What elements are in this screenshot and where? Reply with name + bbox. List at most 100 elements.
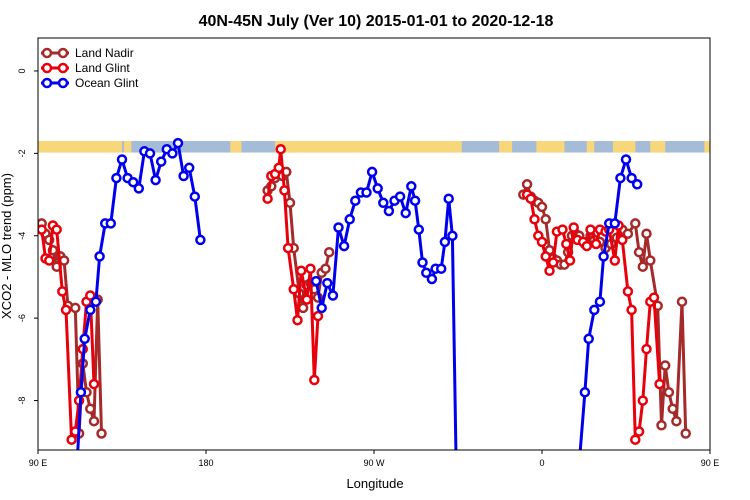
data-point <box>88 415 100 427</box>
data-point <box>350 195 361 206</box>
data-point <box>557 224 568 235</box>
data-point <box>284 197 296 209</box>
data-point <box>262 193 273 204</box>
data-point <box>435 263 447 274</box>
y-tick-label: -4 <box>17 232 27 240</box>
data-point <box>116 154 128 165</box>
data-point <box>88 378 100 390</box>
data-point <box>544 265 555 277</box>
data-point <box>579 387 591 398</box>
data-point <box>301 294 313 305</box>
land-band <box>536 141 565 153</box>
data-point <box>594 296 606 307</box>
data-point <box>667 403 678 415</box>
x-tick-label: 90 E <box>29 458 48 468</box>
data-point <box>58 255 70 266</box>
series-ocean-glint <box>75 137 643 450</box>
land-band <box>650 141 666 153</box>
data-point <box>94 251 105 262</box>
data-point <box>645 255 656 266</box>
data-point <box>676 296 688 307</box>
data-point <box>167 148 178 159</box>
data-point <box>394 191 406 202</box>
legend: Land Nadir Land Glint Ocean Glint <box>41 46 139 90</box>
series-group <box>38 137 691 450</box>
data-point <box>564 255 576 266</box>
legend-marker <box>57 47 69 59</box>
land-band <box>612 141 636 153</box>
data-point <box>417 257 428 268</box>
legend-label: Land Glint <box>75 61 130 75</box>
data-point <box>372 183 383 194</box>
legend-label: Ocean Glint <box>75 76 139 90</box>
data-point <box>637 261 649 272</box>
land-ocean-strip <box>38 141 710 153</box>
data-point <box>589 304 600 316</box>
data-point <box>43 255 55 266</box>
data-point <box>273 162 285 174</box>
data-point <box>641 228 652 239</box>
data-point <box>150 174 161 186</box>
data-point <box>127 176 139 188</box>
data-point <box>79 333 90 345</box>
data-point <box>529 214 540 225</box>
data-point <box>547 257 559 268</box>
chart-title: 40N-45N July (Ver 10) 2015-01-01 to 2020… <box>199 13 554 30</box>
y-tick-label: -6 <box>17 314 27 322</box>
data-point <box>620 154 632 165</box>
data-point <box>378 197 389 209</box>
data-point <box>310 275 322 287</box>
data-point <box>609 255 621 266</box>
data-point <box>288 284 299 295</box>
data-point <box>85 304 96 316</box>
data-point <box>443 193 454 204</box>
legend-label: Land Nadir <box>75 46 134 60</box>
data-point <box>671 415 682 427</box>
data-point <box>366 166 378 178</box>
legend-marker <box>41 62 53 74</box>
data-point <box>641 343 652 355</box>
data-point <box>105 218 117 229</box>
data-point <box>282 242 294 254</box>
data-point <box>85 403 96 415</box>
data-point <box>540 214 551 225</box>
data-point <box>421 267 432 279</box>
data-point <box>525 193 537 204</box>
axis-ticks: 90 E 180 90 W 0 90 E 0 -2 -4 -6 -8 <box>17 68 719 468</box>
data-point <box>630 218 641 229</box>
data-point <box>633 246 645 258</box>
data-point <box>85 290 96 301</box>
x-axis-label: Longitude <box>346 476 403 491</box>
series-land-glint <box>38 143 665 445</box>
data-point <box>309 374 320 386</box>
data-point <box>70 302 81 314</box>
data-point <box>659 360 671 371</box>
data-point <box>633 426 645 437</box>
data-point <box>361 187 372 198</box>
y-tick-label: 0 <box>17 68 27 73</box>
data-point <box>585 224 596 235</box>
data-point <box>626 172 637 184</box>
data-point <box>568 222 579 233</box>
legend-marker <box>57 77 69 89</box>
land-band <box>586 141 595 153</box>
data-point <box>617 234 628 246</box>
data-point <box>413 224 425 235</box>
data-point <box>195 234 206 246</box>
land-band <box>704 141 710 153</box>
y-tick-label: -2 <box>17 149 27 157</box>
data-point <box>615 172 626 184</box>
series-line <box>314 170 458 450</box>
data-point <box>38 224 47 235</box>
land-band <box>499 141 513 153</box>
data-point <box>66 434 77 445</box>
data-point <box>57 286 68 297</box>
x-tick-label: 180 <box>198 458 213 468</box>
data-point <box>439 236 451 248</box>
data-point <box>275 143 286 155</box>
data-point <box>60 304 72 316</box>
data-point <box>111 172 122 184</box>
y-tick-label: -8 <box>17 397 27 405</box>
data-point <box>622 228 634 239</box>
data-point <box>305 263 316 274</box>
